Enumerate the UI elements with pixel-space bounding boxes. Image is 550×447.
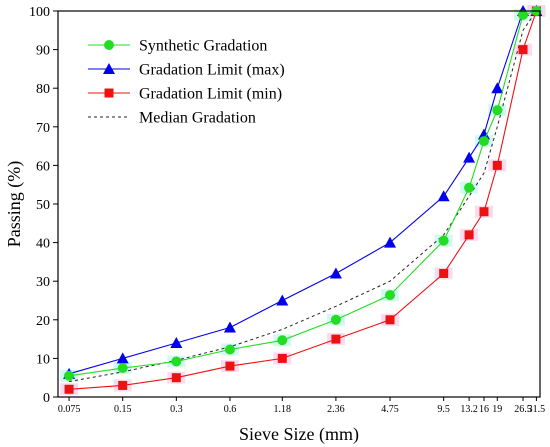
data-point [464,182,475,193]
legend-label: Gradation Limit (min) [139,86,282,103]
legend-label: Median Gradation [139,110,256,127]
legend-item: Median Gradation [88,110,256,127]
data-point [329,267,342,279]
legend-item: Gradation Limit (max) [88,62,285,79]
data-point [64,370,75,381]
x-tick-label: 13.2 [460,404,478,415]
data-point [277,353,287,363]
data-point [384,236,397,248]
data-point [385,315,395,325]
y-tick-label: 30 [36,275,50,290]
y-tick-label: 0 [43,391,50,406]
legend-marker [103,63,115,74]
x-tick-label: 16 [479,404,489,415]
series-2 [64,6,541,394]
x-tick-label: 2.36 [327,404,345,415]
legend-marker [104,40,114,50]
y-axis-title: Passing (%) [4,161,25,248]
axis-layer: 0 10 20 30 40 50 60 70 80 90 100 0.075 0.15 0.3 0.6 1.1… [29,5,545,415]
data-point [171,356,182,367]
data-point [330,314,341,325]
y-tick-label: 10 [36,352,50,367]
data-point [116,352,129,364]
data-point [223,321,236,333]
data-point [439,268,449,278]
legend-item: Gradation Limit (min) [88,86,282,103]
data-point [225,361,235,371]
data-point [477,128,490,140]
data-point [117,363,128,374]
data-point [478,136,489,147]
legend: Synthetic Gradation Gradation Limit (max)… [88,38,285,127]
y-tick-label: 60 [36,159,50,174]
y-tick-label: 20 [36,314,50,329]
x-tick-label: 31.5 [528,404,546,415]
x-tick-label: 1.18 [274,404,292,415]
x-tick-label: 9.5 [437,404,450,415]
y-tick-label: 50 [36,198,50,213]
legend-label: Gradation Limit (max) [139,62,285,79]
y-tick-label: 40 [36,237,50,252]
x-tick-label: 0.6 [224,404,237,415]
x-axis-title: Sieve Size (mm) [239,424,359,445]
legend-item: Synthetic Gradation [88,38,267,55]
data-point [518,45,528,55]
data-point [331,334,341,344]
y-tick-label: 70 [36,121,50,136]
legend-marker [104,88,114,98]
data-point [518,9,529,20]
data-point [118,380,128,390]
x-tick-label: 26.5 [514,404,532,415]
y-tick-label: 80 [36,82,50,97]
data-point [491,82,504,94]
data-point [437,190,450,202]
data-point [438,235,449,246]
series-0 [64,6,542,381]
legend-label: Synthetic Gradation [139,38,267,55]
data-point [277,335,288,346]
x-tick-label: 0.3 [170,404,183,415]
data-point [492,105,503,116]
x-tick-label: 19 [492,404,502,415]
data-point [464,230,474,240]
data-point [224,344,235,355]
data-point [492,160,502,170]
y-tick-label: 90 [36,44,50,59]
y-tick-label: 100 [29,5,50,20]
x-tick-label: 0.075 [58,404,81,415]
data-point [276,294,289,306]
data-point [463,151,476,163]
data-point [385,290,396,301]
marker-highlight-layer [60,5,546,396]
series-layer [63,5,543,394]
x-tick-label: 4.75 [381,404,399,415]
data-point [479,207,489,217]
data-point [171,373,181,383]
x-tick-label: 0.15 [114,404,132,415]
plot-frame [57,10,541,398]
data-point [170,336,183,348]
data-point [64,384,74,394]
